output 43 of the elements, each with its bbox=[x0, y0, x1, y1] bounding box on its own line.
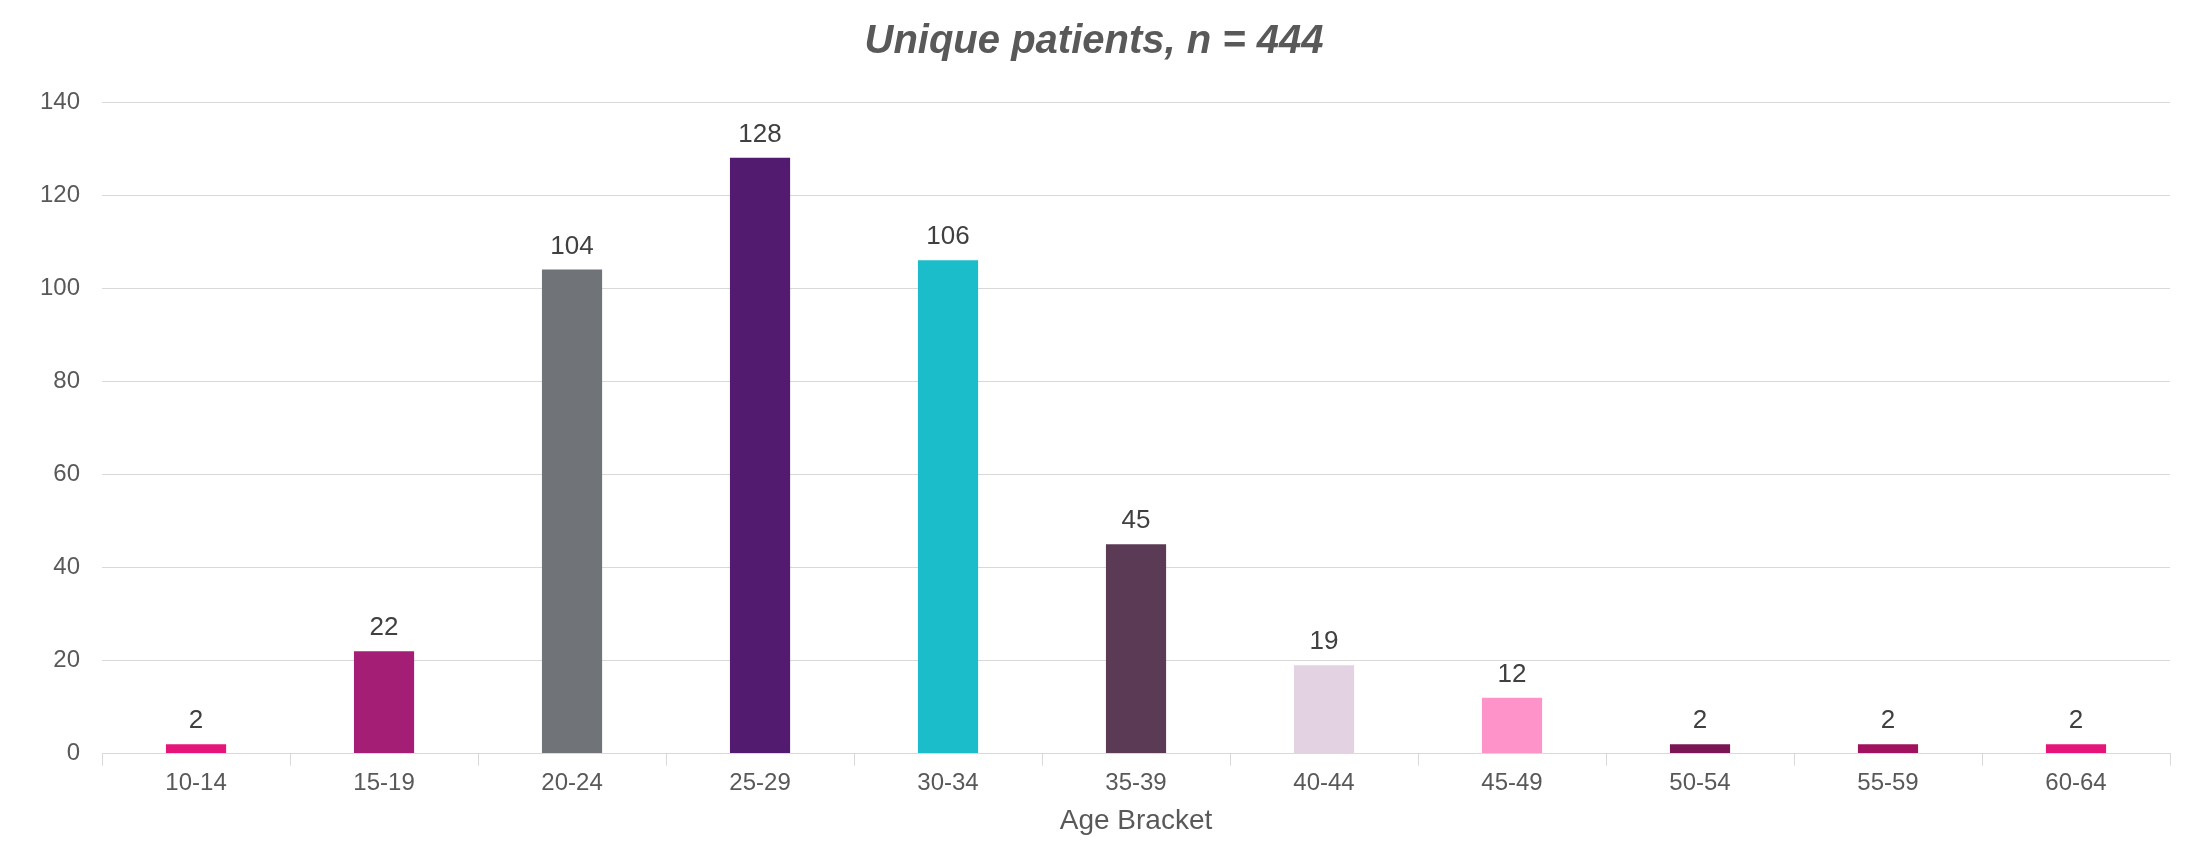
x-tick-label: 55-59 bbox=[1857, 767, 1919, 795]
data-label: 19 bbox=[1309, 625, 1339, 656]
chart-title: Unique patients, n = 444 bbox=[864, 17, 1324, 62]
y-tick-label: 0 bbox=[66, 738, 81, 766]
bar bbox=[1293, 665, 1355, 754]
bar bbox=[353, 651, 415, 754]
data-label: 2 bbox=[188, 704, 204, 735]
x-tick-label: 20-24 bbox=[541, 767, 603, 795]
x-tick-label: 60-64 bbox=[2045, 767, 2107, 795]
data-label: 45 bbox=[1121, 504, 1151, 535]
y-tick-label: 140 bbox=[40, 86, 81, 114]
x-tick-label: 35-39 bbox=[1105, 767, 1167, 795]
data-label: 2 bbox=[1692, 704, 1708, 735]
x-tick-label: 25-29 bbox=[729, 767, 791, 795]
y-tick-label: 40 bbox=[53, 552, 81, 580]
data-label: 2 bbox=[1880, 704, 1896, 735]
bar bbox=[729, 157, 791, 754]
bar bbox=[1481, 697, 1543, 754]
y-tick-label: 120 bbox=[40, 179, 81, 207]
y-tick-label: 60 bbox=[53, 458, 81, 486]
bar bbox=[165, 744, 227, 754]
x-axis-title: Age Bracket bbox=[1059, 803, 1213, 835]
x-tick-label: 30-34 bbox=[917, 767, 979, 795]
bar bbox=[2045, 744, 2107, 754]
x-tick-label: 45-49 bbox=[1481, 767, 1543, 795]
data-label: 104 bbox=[550, 229, 594, 260]
y-tick-label: 80 bbox=[53, 365, 81, 393]
data-label: 12 bbox=[1497, 657, 1527, 688]
bar bbox=[1669, 744, 1731, 754]
x-tick-label: 40-44 bbox=[1293, 767, 1355, 795]
bar bbox=[917, 260, 979, 754]
x-tick-label: 10-14 bbox=[165, 767, 227, 795]
y-tick-label: 20 bbox=[53, 645, 81, 673]
data-label: 22 bbox=[369, 611, 399, 642]
y-tick-label: 100 bbox=[40, 272, 81, 300]
data-label: 2 bbox=[2068, 704, 2084, 735]
bar bbox=[1857, 744, 1919, 754]
bar bbox=[541, 269, 603, 754]
x-tick-label: 50-54 bbox=[1669, 767, 1731, 795]
x-tick-label: 15-19 bbox=[353, 767, 415, 795]
data-label: 106 bbox=[926, 220, 970, 251]
data-label: 128 bbox=[738, 118, 782, 149]
bar bbox=[1105, 544, 1167, 754]
